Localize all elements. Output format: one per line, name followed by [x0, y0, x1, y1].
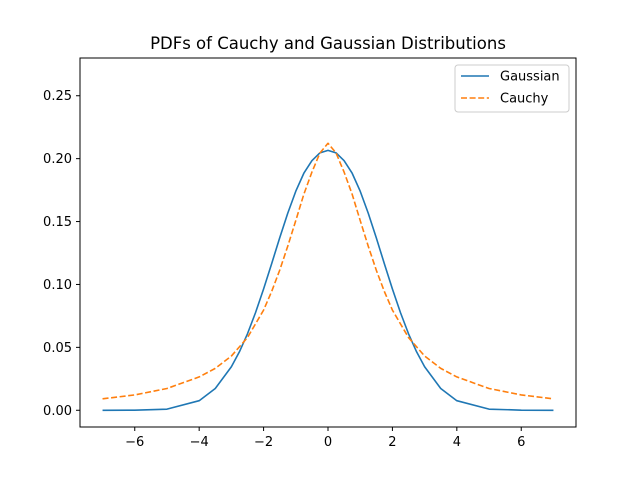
series-line-cauchy	[102, 142, 554, 400]
x-tick-label: −6	[125, 435, 144, 450]
x-tick-label: −4	[190, 435, 209, 450]
y-tick-label: 0.15	[43, 215, 72, 230]
x-tick-label: 2	[388, 435, 396, 450]
y-tick-label: 0.00	[43, 404, 72, 419]
legend-label-gaussian: Gaussian	[500, 70, 560, 85]
axes: −6 −4 −2 0 2 4 6 0.00 0.05 0.10 0.15 0.20 0.25	[43, 57, 577, 450]
x-tick-label: 0	[324, 435, 332, 450]
y-tick-label: 0.05	[43, 341, 72, 356]
y-tick-label: 0.20	[43, 152, 72, 167]
series-line-gaussian	[102, 149, 554, 412]
x-tick-label: −2	[254, 435, 273, 450]
series-layer	[102, 142, 554, 412]
chart-title: PDFs of Cauchy and Gaussian Distribution…	[150, 34, 506, 53]
y-tick-label: 0.10	[43, 278, 72, 293]
y-tick-label: 0.25	[43, 89, 72, 104]
x-tick-label: 4	[453, 435, 461, 450]
legend-label-cauchy: Cauchy	[500, 92, 549, 107]
x-tick-label: 6	[517, 435, 525, 450]
legend: Gaussian Cauchy	[454, 64, 570, 113]
